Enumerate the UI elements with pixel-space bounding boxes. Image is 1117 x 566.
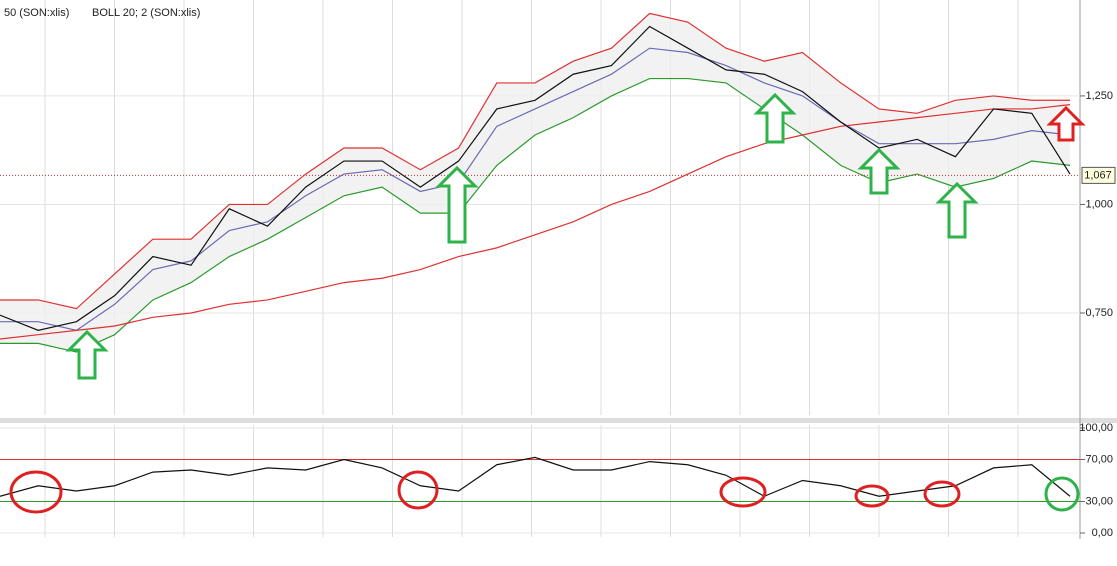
- last-price-label: 1,067: [1084, 169, 1112, 181]
- series-line: [0, 25, 1071, 331]
- rsi-pane: [0, 423, 1080, 538]
- sell-arrow: [1046, 105, 1086, 142]
- pane-separator: [0, 418, 1117, 423]
- oversold-circle: [923, 480, 961, 508]
- oversold-circle: [854, 484, 890, 508]
- buy-arrow: [935, 181, 979, 239]
- signal-circle: [1044, 476, 1080, 512]
- price-pane: [0, 0, 1080, 418]
- series-line: [0, 47, 1071, 331]
- last-price-box: [1081, 166, 1116, 184]
- y-tick-label: 100,00: [1079, 422, 1113, 434]
- buy-arrow: [857, 147, 901, 195]
- indicator-label: BOLL 20; 2 (SON:xlis): [92, 7, 200, 19]
- buy-arrow: [65, 329, 109, 380]
- series-line: [0, 104, 1071, 340]
- band-fill: [0, 13, 1070, 353]
- oversold-circle: [397, 470, 439, 510]
- buy-arrow: [435, 165, 479, 244]
- footer: [0, 539, 1117, 561]
- buy-arrow: [753, 92, 797, 144]
- y-tick-label: 1,250: [1085, 90, 1113, 102]
- y-tick-label: 0,00: [1092, 527, 1113, 539]
- series-line: [0, 12, 1070, 310]
- oversold-circle: [9, 470, 63, 514]
- y-tick-label: 30,00: [1085, 495, 1113, 507]
- oversold-circle: [719, 476, 767, 508]
- y-tick-label: 0,750: [1085, 307, 1113, 319]
- series-line: [0, 456, 1071, 497]
- y-tick-label: 70,00: [1085, 453, 1113, 465]
- series-line: [0, 77, 1071, 353]
- y-tick-label: 1,000: [1085, 198, 1113, 210]
- indicator-label: 50 (SON:xlis): [4, 7, 69, 19]
